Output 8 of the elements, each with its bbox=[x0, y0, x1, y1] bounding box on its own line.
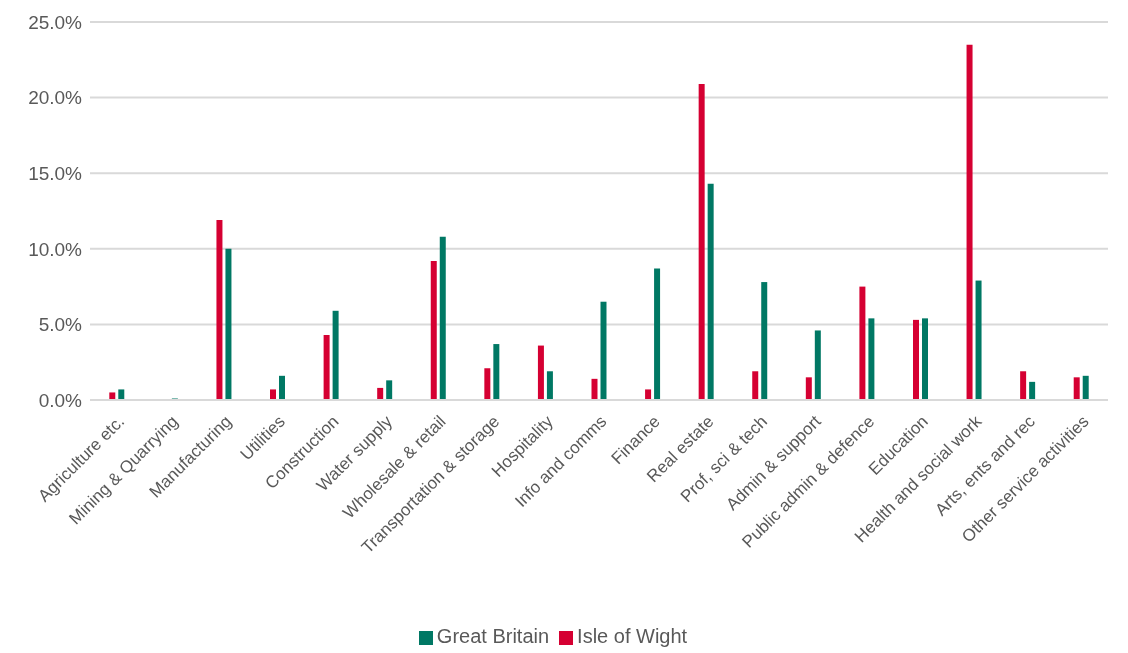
legend-label: Great Britain bbox=[436, 625, 550, 647]
y-tick-label: 20.0% bbox=[28, 87, 83, 109]
y-tick-label: 25.0% bbox=[28, 11, 83, 33]
y-tick-label: 10.0% bbox=[28, 238, 83, 260]
y-tick-label: 15.0% bbox=[28, 162, 83, 184]
y-tick-label: 5.0% bbox=[38, 314, 83, 336]
y-tick-label: 0.0% bbox=[38, 389, 83, 411]
legend-label: Isle of Wight bbox=[577, 625, 688, 647]
